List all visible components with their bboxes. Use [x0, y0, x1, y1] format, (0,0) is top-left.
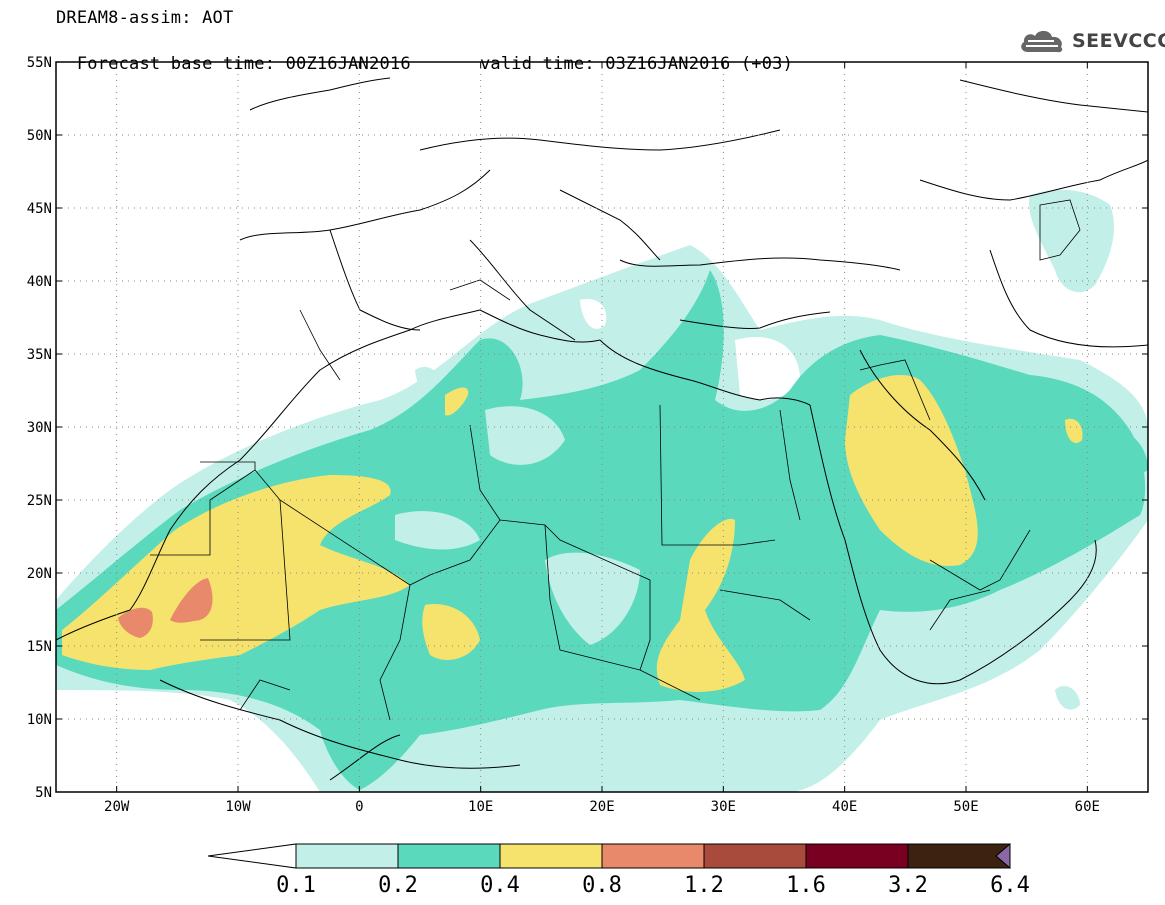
lat-tick-label: 35N: [27, 347, 52, 363]
colorbar-label: 1.2: [684, 873, 724, 898]
lat-tick-label: 20N: [27, 566, 52, 582]
lat-tick-label: 40N: [27, 274, 52, 290]
colorbar-label: 0.4: [480, 873, 520, 898]
country-borders: [150, 199, 1081, 721]
colorbar-segment: [397, 843, 501, 869]
forecast-times: Forecast base time: 00Z16JAN2016 valid ti…: [56, 34, 793, 74]
colorbar-label: 3.2: [888, 873, 928, 898]
lat-tick-label: 15N: [27, 639, 52, 655]
cloud-icon: [1021, 30, 1063, 53]
colorbar-arrow-high: [995, 842, 1011, 870]
lon-tick-label: 50E: [953, 799, 978, 815]
aot-inner-light: [395, 406, 925, 659]
colorbar-segment: [907, 843, 1011, 869]
colorbar-segment: [499, 843, 603, 869]
map-axes: 55N 50N 45N 40N 35N 30N 25N 20N 15N 10N 5N 20W 10W 0 1…: [27, 55, 1148, 815]
valid-time-label: valid time: 03Z16JAN2016 (+03): [480, 54, 794, 74]
colorbar-segment: [295, 843, 399, 869]
colorbar-segment: [805, 843, 909, 869]
lon-tick-label: 10E: [468, 799, 493, 815]
lon-tick-label: 20E: [589, 799, 614, 815]
lat-tick-label: 50N: [27, 128, 52, 144]
base-time-label: Forecast base time: 00Z16JAN2016: [76, 54, 411, 74]
colorbar-label: 0.1: [276, 873, 316, 898]
lon-tick-label: 40E: [832, 799, 857, 815]
lat-tick-label: 25N: [27, 493, 52, 509]
colorbar-segment: [703, 843, 807, 869]
lon-tick-label: 0: [355, 799, 363, 815]
logo-text: SEEVCCC: [1072, 30, 1165, 52]
lat-tick-label: 45N: [27, 201, 52, 217]
map-gridlines: [56, 62, 1148, 792]
colorbar-arrow-low: [207, 843, 297, 869]
coastlines: [56, 77, 1148, 781]
colorbar-segment: [601, 843, 705, 869]
colorbar-label: 0.2: [378, 873, 418, 898]
lon-tick-label: 10W: [225, 799, 251, 815]
aot-field: [56, 189, 1148, 792]
colorbar-label: 1.6: [786, 873, 826, 898]
seevccc-logo: SEEVCCC: [1018, 26, 1165, 56]
lon-tick-label: 30E: [711, 799, 736, 815]
lat-tick-label: 30N: [27, 420, 52, 436]
lon-tick-label: 20W: [104, 799, 130, 815]
colorbar-label: 0.8: [582, 873, 622, 898]
colorbar-label: 6.4: [990, 873, 1030, 898]
colorbar: 0.1 0.2 0.4 0.8 1.2 1.6 3.2 6.4: [207, 842, 1030, 898]
lon-tick-label: 60E: [1075, 799, 1100, 815]
lat-tick-label: 55N: [27, 55, 52, 71]
lat-tick-label: 5N: [35, 785, 52, 801]
lat-tick-label: 10N: [27, 712, 52, 728]
aot-level-0.8: [118, 578, 213, 638]
map-title: DREAM8-assim: AOT: [56, 8, 234, 28]
